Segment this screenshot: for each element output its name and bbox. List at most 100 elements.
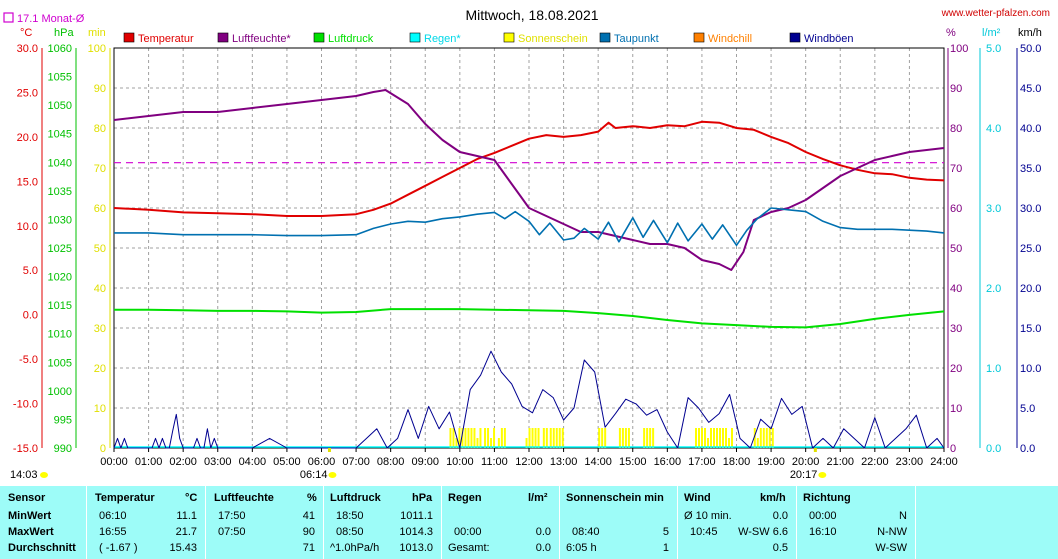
header-sensor: Sensor [8,492,46,504]
header-temperature: Temperatur [95,492,155,504]
sunshine-bar [604,428,607,448]
sunshine-bar [531,428,534,448]
sunshine-bar [716,428,718,448]
sunshine-bar [768,428,771,448]
humidity-axis-tick: 10 [950,403,962,415]
rain-axis-tick: 1.0 [986,363,1001,375]
temp-min-value: 11.1 [176,510,197,522]
temp-axis-tick: 10.0 [17,221,38,233]
temp-max-value: 21.7 [175,526,197,538]
x-tick-label: 14:00 [584,456,612,468]
sunrise-time: 06:14 [300,469,328,481]
humidity-axis-tick: 20 [950,363,962,375]
wind-axis-tick: 20.0 [1020,283,1041,295]
wind-avg-period: Ø 10 min. [684,510,732,522]
humidity-axis-tick: 0 [950,443,956,455]
temp-axis-tick: 25.0 [17,87,38,99]
legend-label: Luftfeuchte* [232,33,291,45]
col-direction: Richtung 00:00 N 16:10 N-NW W-SW [797,486,916,559]
wind-gust-line [113,350,945,449]
pressure-axis-tick: 990 [54,443,72,455]
pressure-axis-tick: 1040 [48,157,72,169]
sunshine-bar [458,428,461,448]
sunshine-bar [643,428,646,448]
minutes-axis-tick: 10 [94,403,106,415]
rain-total-label: Gesamt: [448,542,490,554]
pressure-axis-tick: 1060 [48,43,72,55]
x-tick-label: 07:00 [342,456,370,468]
axis-unit-label: hPa [54,27,74,39]
col-wind: Wind km/h Ø 10 min. 0.0 10:45 W-SW 6.6 0… [678,486,797,559]
sunshine-bar [598,428,601,448]
legend-swatch [409,32,421,43]
x-tick-label: 21:00 [826,456,854,468]
axis-unit-label: km/h [1018,27,1042,39]
x-tick-label: 10:00 [446,456,474,468]
sunshine-bar [467,428,470,448]
minutes-axis-tick: 80 [94,123,106,135]
header-temperature-unit: °C [185,492,198,504]
minutes-axis-tick: 60 [94,203,106,215]
pressure-axis-tick: 1025 [48,243,72,255]
wind-axis-tick: 40.0 [1020,123,1041,135]
x-tick-label: 06:00 [308,456,336,468]
wind-axis-tick: 5.0 [1020,403,1035,415]
x-tick-label: 19:00 [757,456,785,468]
pressure-axis-tick: 1035 [48,186,72,198]
x-tick-label: 15:00 [619,456,647,468]
header-wind-unit: km/h [760,492,786,504]
temperature-line [113,120,945,217]
col-rain: Regen l/m² 00:00 0.0 Gesamt: 0.0 [442,486,560,559]
x-tick-label: 11:00 [481,456,508,468]
axis-unit-label: °C [20,27,32,39]
x-tick-label: 22:00 [861,456,889,468]
minutes-axis-tick: 90 [94,83,106,95]
sunshine-bar [618,428,621,448]
sunshine-bar [624,428,627,448]
temp-axis-tick: -5.0 [19,354,38,366]
header-pressure: Luftdruck [330,492,381,504]
sunshine-bar [493,428,496,448]
rain-total-value: 0.0 [535,542,551,554]
current-time-label: 14:03 [10,469,38,481]
temp-axis-tick: 5.0 [23,265,38,277]
dir-max-time: 16:10 [809,526,837,538]
legend-label: Taupunkt [614,33,659,45]
sun-max-time: 08:40 [572,526,600,538]
rain-axis-tick: 5.0 [986,43,1001,55]
wind-axis-tick: 25.0 [1020,243,1041,255]
pressure-axis-tick: 1020 [48,272,72,284]
pressure-axis-tick: 1050 [48,100,72,112]
sun-total-duration: 6:05 h [566,542,597,554]
sunshine-bar [490,438,493,448]
sunshine-bar [649,428,652,448]
temp-min-time: 06:10 [99,510,127,522]
legend-label: Windchill [708,33,752,45]
x-tick-label: 24:00 [930,456,958,468]
sunshine-bar [728,438,730,448]
pressure-axis-tick: 1030 [48,214,72,226]
legend-label: Windböen [804,33,854,45]
sunshine-bar [449,428,452,448]
site-link[interactable]: www.wetter-pfalzen.com [941,8,1050,19]
x-tick-label: 00:00 [100,456,128,468]
legend-swatch [313,32,325,43]
x-tick-label: 03:00 [204,456,232,468]
dir-min-time: 00:00 [809,510,837,522]
sunshine-bar [621,428,624,448]
hum-max-time: 07:50 [218,526,246,538]
temp-axis-tick: -10.0 [13,399,38,411]
pressure-axis-tick: 1015 [48,300,72,312]
wind-min-value: 0.0 [772,510,788,522]
sunshine-bar [503,428,506,448]
wind-axis-tick: 30.0 [1020,203,1041,215]
col-sensor: Sensor MinWert MaxWert Durchschnitt [0,486,87,559]
rain-max-time: 00:00 [454,526,482,538]
monthly-average-legend: 17.1 Monat-Ø [3,12,85,25]
col-sunshine: Sonnenschein min 08:40 5 6:05 h 1 [560,486,678,559]
x-tick-label: 12:00 [515,456,543,468]
header-rain-unit: l/m² [528,492,548,504]
rain-axis-tick: 4.0 [986,123,1001,135]
x-tick-label: 17:00 [688,456,716,468]
